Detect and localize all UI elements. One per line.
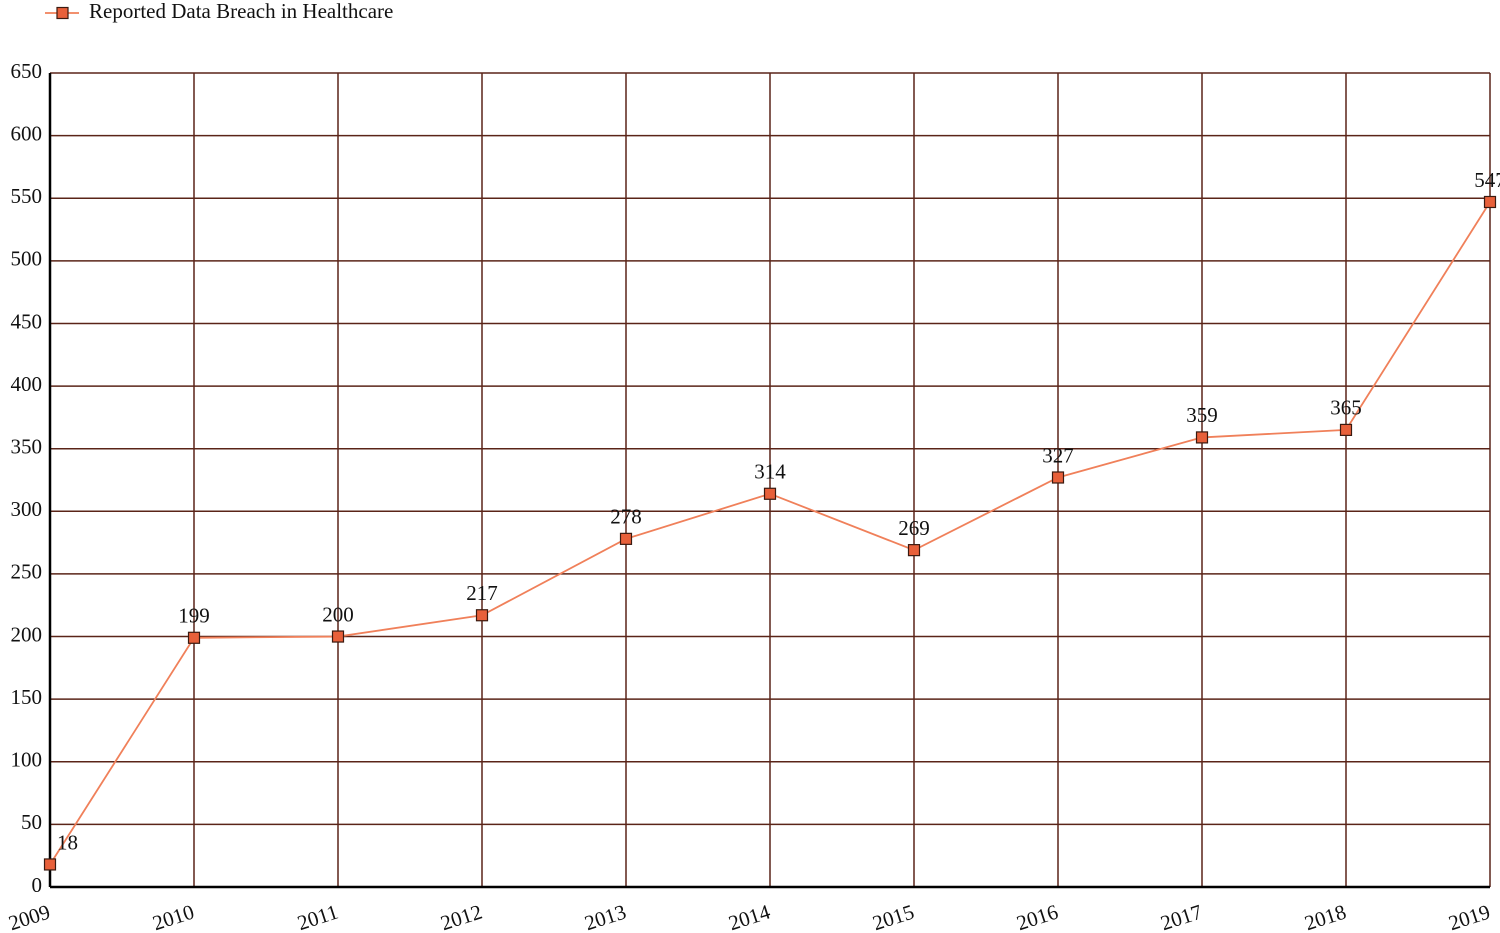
data-label: 217 bbox=[466, 581, 498, 605]
y-tick-label: 100 bbox=[11, 748, 43, 772]
y-tick-label: 250 bbox=[11, 560, 43, 584]
data-label: 359 bbox=[1186, 403, 1218, 427]
y-tick-label: 450 bbox=[11, 309, 43, 333]
marker bbox=[907, 544, 921, 557]
x-tick-label: 2012 bbox=[438, 900, 485, 933]
marker bbox=[43, 858, 57, 871]
data-label: 365 bbox=[1330, 396, 1362, 420]
data-label: 18 bbox=[57, 830, 78, 854]
data-label: 547 bbox=[1474, 168, 1500, 192]
x-tick-label: 2011 bbox=[294, 900, 341, 933]
y-tick-label: 50 bbox=[21, 810, 42, 834]
y-tick-label: 650 bbox=[11, 59, 43, 83]
marker bbox=[1051, 471, 1065, 484]
y-tick-label: 400 bbox=[11, 372, 43, 396]
data-label: 314 bbox=[754, 460, 786, 484]
data-label: 199 bbox=[178, 604, 210, 628]
marker bbox=[475, 609, 489, 622]
marker bbox=[1483, 195, 1497, 209]
y-tick-label: 550 bbox=[11, 184, 43, 208]
x-tick-label: 2014 bbox=[726, 899, 774, 933]
x-tick-label: 2013 bbox=[582, 900, 629, 933]
y-tick-label: 600 bbox=[11, 121, 43, 145]
data-label: 269 bbox=[898, 516, 930, 540]
x-tick-label: 2018 bbox=[1302, 900, 1349, 933]
data-label: 278 bbox=[610, 505, 642, 529]
marker bbox=[1339, 423, 1353, 437]
x-tick-label: 2019 bbox=[1446, 900, 1493, 933]
data-label: 327 bbox=[1042, 443, 1074, 467]
marker bbox=[331, 630, 345, 643]
marker bbox=[1195, 431, 1209, 444]
x-tick-label: 2016 bbox=[1014, 900, 1061, 933]
data-label: 200 bbox=[322, 602, 354, 626]
marker bbox=[763, 487, 777, 500]
y-tick-label: 150 bbox=[11, 685, 43, 709]
marker bbox=[619, 532, 633, 545]
y-tick-label: 0 bbox=[32, 873, 43, 897]
y-tick-label: 300 bbox=[11, 497, 43, 521]
marker bbox=[187, 631, 201, 644]
x-tick-label: 2015 bbox=[870, 900, 917, 933]
y-tick-label: 200 bbox=[11, 622, 43, 646]
legend-marker bbox=[56, 6, 69, 20]
y-tick-label: 500 bbox=[11, 247, 43, 271]
y-tick-label: 350 bbox=[11, 435, 43, 459]
x-tick-label: 2017 bbox=[1158, 900, 1205, 933]
x-tick-label: 2010 bbox=[150, 900, 197, 933]
legend-label: Reported Data Breach in Healthcare bbox=[89, 0, 393, 23]
x-tick-label: 2009 bbox=[6, 900, 53, 933]
